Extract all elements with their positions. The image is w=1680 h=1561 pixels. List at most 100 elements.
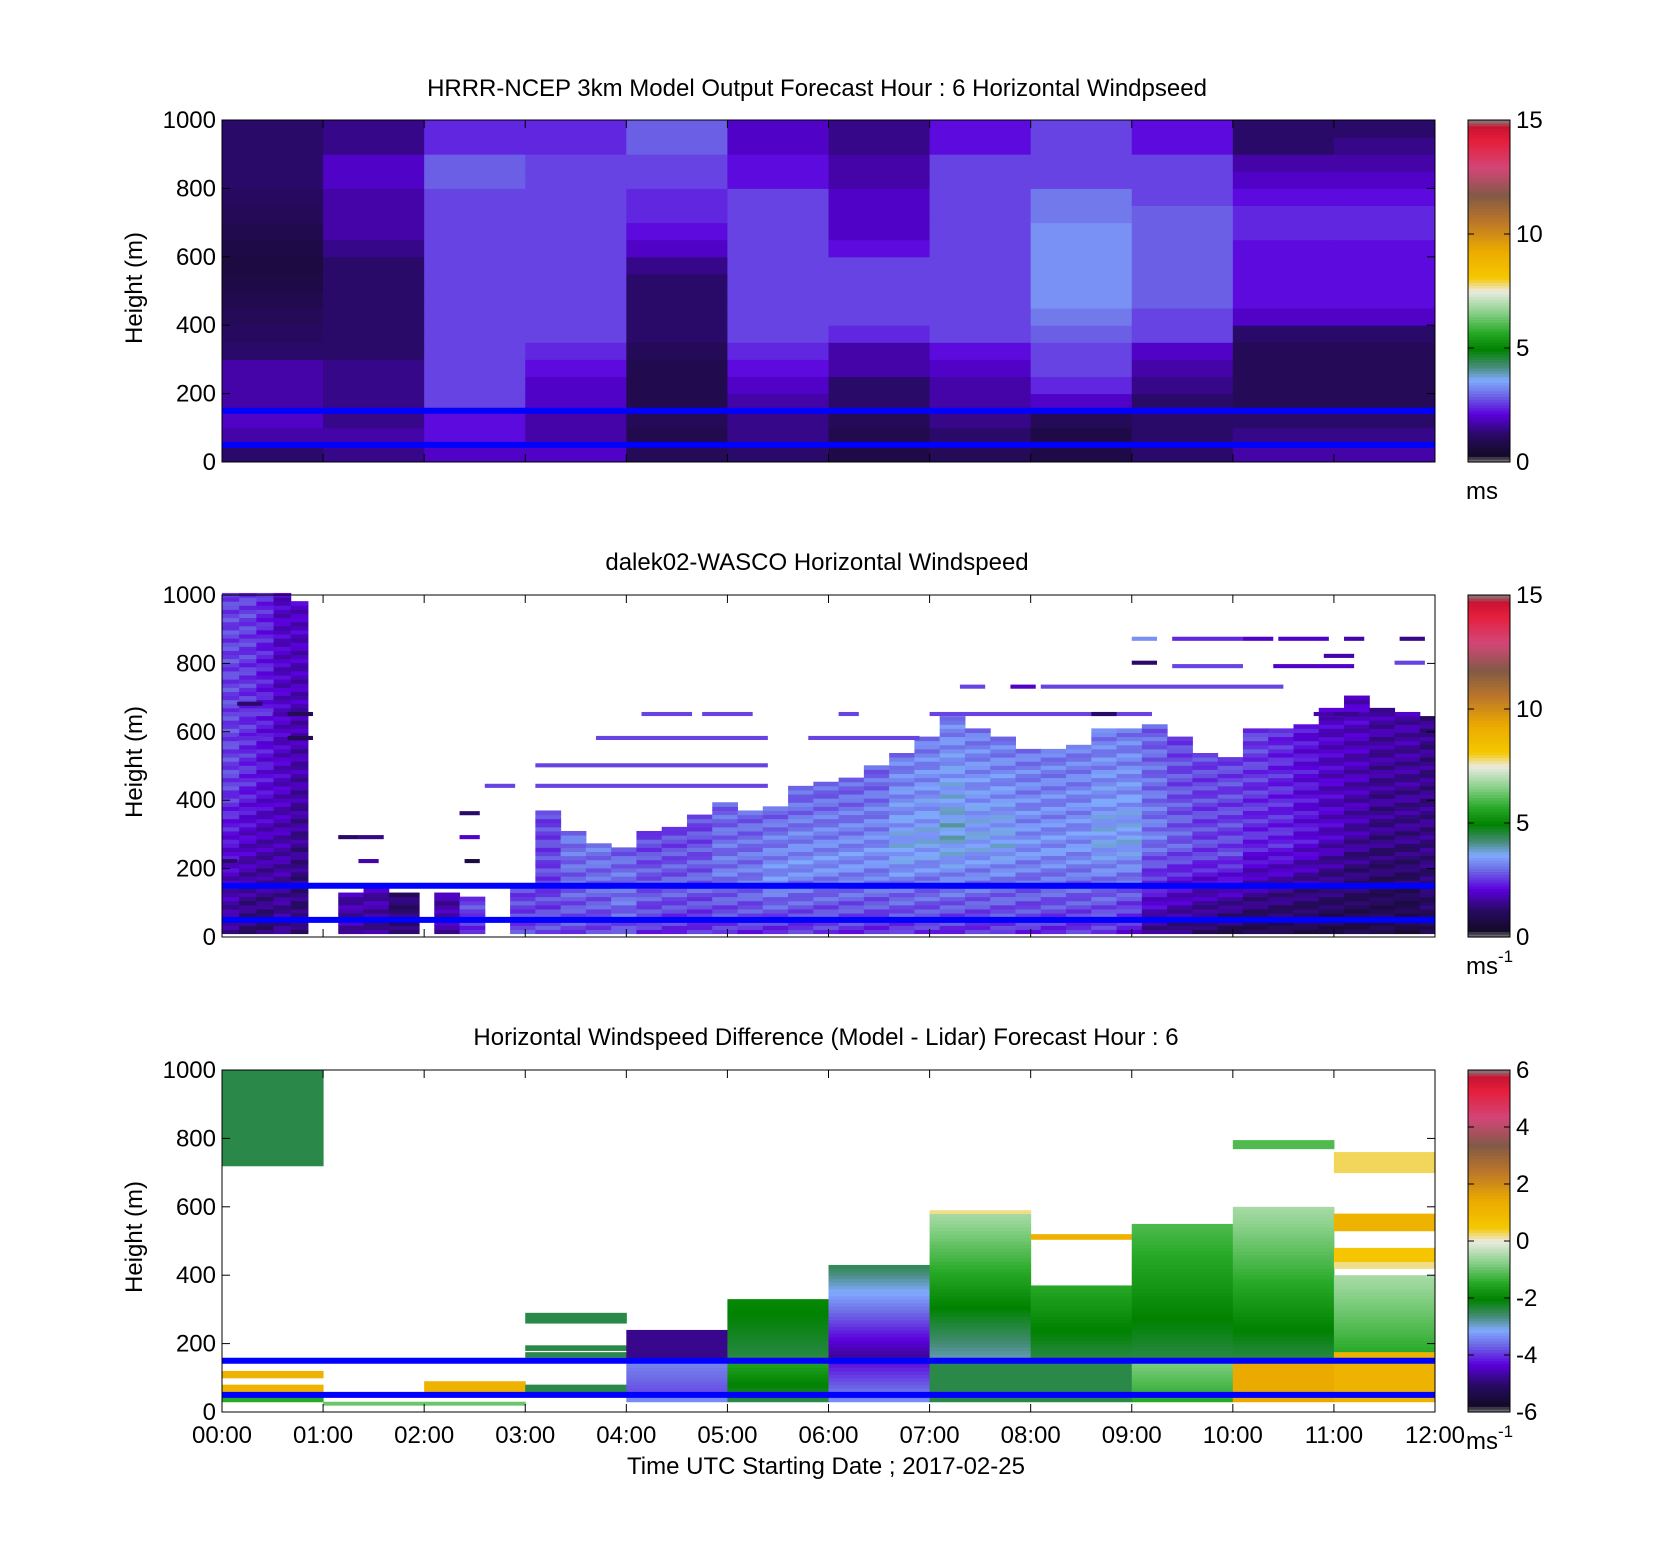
heatmap-cell bbox=[813, 863, 840, 869]
heatmap-cell bbox=[626, 1353, 728, 1358]
heatmap-cell bbox=[222, 699, 240, 705]
heatmap-cell bbox=[1030, 171, 1133, 189]
heatmap-cell bbox=[1318, 925, 1345, 930]
heatmap-cell bbox=[914, 822, 941, 828]
heatmap-cell bbox=[828, 1343, 931, 1348]
y-tick-label: 800 bbox=[176, 1125, 216, 1152]
heatmap-cell bbox=[1293, 892, 1320, 898]
heatmap-cell bbox=[1232, 1234, 1335, 1239]
heatmap-cell bbox=[1040, 810, 1067, 816]
heatmap-cell bbox=[1167, 761, 1193, 766]
heatmap-cell bbox=[661, 867, 688, 873]
heatmap-cell bbox=[889, 892, 915, 898]
heatmap-cell bbox=[1419, 802, 1436, 807]
heatmap-cell bbox=[222, 728, 240, 733]
colorbar-swatch bbox=[1468, 797, 1510, 801]
heatmap-cell bbox=[1015, 839, 1042, 844]
heatmap-cell bbox=[585, 888, 612, 894]
heatmap-cell bbox=[1268, 896, 1294, 902]
heatmap-cell bbox=[929, 1343, 1032, 1348]
heatmap-cell bbox=[1091, 843, 1118, 848]
heatmap-cell bbox=[1419, 740, 1436, 746]
heatmap-cell bbox=[239, 613, 257, 619]
heatmap-cell bbox=[323, 427, 425, 446]
heatmap-cell bbox=[256, 609, 275, 614]
heatmap-cell bbox=[222, 818, 240, 824]
heatmap-cell bbox=[1394, 826, 1421, 832]
colorbar-swatch bbox=[1468, 145, 1510, 150]
heatmap-streak bbox=[1333, 711, 1360, 717]
heatmap-cell bbox=[1131, 1333, 1234, 1338]
heatmap-cell bbox=[1015, 847, 1042, 852]
heatmap-cell bbox=[1232, 1323, 1335, 1327]
heatmap-cell bbox=[1394, 872, 1421, 877]
heatmap-cell bbox=[1344, 830, 1370, 836]
panel-title: Horizontal Windspeed Difference (Model -… bbox=[473, 1024, 1178, 1051]
heatmap-cell bbox=[1268, 753, 1294, 758]
colorbar-swatch bbox=[1468, 757, 1510, 761]
heatmap-cell bbox=[1369, 925, 1396, 930]
heatmap-cell bbox=[1293, 810, 1320, 816]
heatmap-cell bbox=[1369, 876, 1396, 881]
heatmap-cell bbox=[914, 929, 941, 935]
heatmap-cell bbox=[273, 929, 292, 935]
heatmap-cell bbox=[239, 921, 257, 926]
heatmap-cell bbox=[1318, 761, 1345, 766]
heatmap-cell bbox=[611, 913, 637, 918]
heatmap-cell bbox=[222, 876, 240, 881]
heatmap-cell bbox=[636, 892, 663, 898]
heatmap-cell bbox=[273, 675, 292, 680]
heatmap-cell bbox=[388, 929, 420, 935]
heatmap-cell bbox=[914, 896, 941, 902]
heatmap-cell bbox=[636, 929, 663, 935]
heatmap-cell bbox=[256, 761, 275, 766]
heatmap-cell bbox=[889, 855, 915, 861]
colorbar-swatch bbox=[1468, 1243, 1510, 1248]
heatmap-cell bbox=[788, 896, 814, 902]
heatmap-cell bbox=[1116, 921, 1143, 926]
heatmap-cell bbox=[239, 650, 257, 656]
heatmap-cell bbox=[914, 826, 941, 832]
heatmap-cell bbox=[939, 900, 966, 906]
heatmap-cell bbox=[889, 908, 915, 914]
heatmap-cell bbox=[929, 376, 1032, 395]
heatmap-cell bbox=[363, 925, 390, 930]
heatmap-cell bbox=[611, 851, 637, 857]
heatmap-cell bbox=[1333, 1374, 1436, 1379]
heatmap-cell bbox=[626, 1340, 728, 1345]
colorbar-swatch bbox=[1468, 919, 1510, 924]
heatmap-cell bbox=[1167, 781, 1193, 787]
heatmap-cell bbox=[256, 900, 275, 906]
heatmap-cell bbox=[273, 794, 292, 799]
heatmap-cell bbox=[1116, 888, 1143, 894]
heatmap-cell bbox=[256, 892, 275, 898]
colorbar-swatch bbox=[1468, 1329, 1510, 1333]
heatmap-cell bbox=[1116, 892, 1143, 898]
heatmap-cell bbox=[256, 707, 275, 713]
heatmap-cell bbox=[1318, 789, 1345, 795]
heatmap-cell bbox=[290, 666, 309, 672]
heatmap-cell bbox=[863, 839, 890, 844]
heatmap-cell bbox=[256, 597, 275, 602]
heatmap-cell bbox=[239, 662, 257, 668]
heatmap-cell bbox=[1131, 1323, 1234, 1327]
heatmap-cell bbox=[661, 888, 688, 894]
colorbar-swatch bbox=[1468, 413, 1510, 417]
heatmap-cell bbox=[863, 904, 890, 910]
heatmap-cell bbox=[737, 826, 764, 832]
heatmap-cell bbox=[323, 308, 425, 326]
heatmap-cell bbox=[1333, 376, 1436, 395]
heatmap-cell bbox=[727, 188, 829, 206]
heatmap-cell bbox=[863, 859, 890, 865]
heatmap-cell bbox=[1394, 806, 1421, 811]
heatmap-cell bbox=[762, 867, 789, 873]
heatmap-cell bbox=[929, 1271, 1032, 1276]
heatmap-cell bbox=[290, 720, 309, 725]
heatmap-cell bbox=[828, 1292, 931, 1297]
heatmap-cell bbox=[914, 921, 941, 926]
heatmap-cell bbox=[1268, 900, 1294, 906]
heatmap-cell bbox=[510, 888, 536, 894]
heatmap-cell bbox=[990, 810, 1017, 816]
heatmap-cell bbox=[525, 393, 627, 412]
heatmap-cell bbox=[1131, 1258, 1234, 1263]
